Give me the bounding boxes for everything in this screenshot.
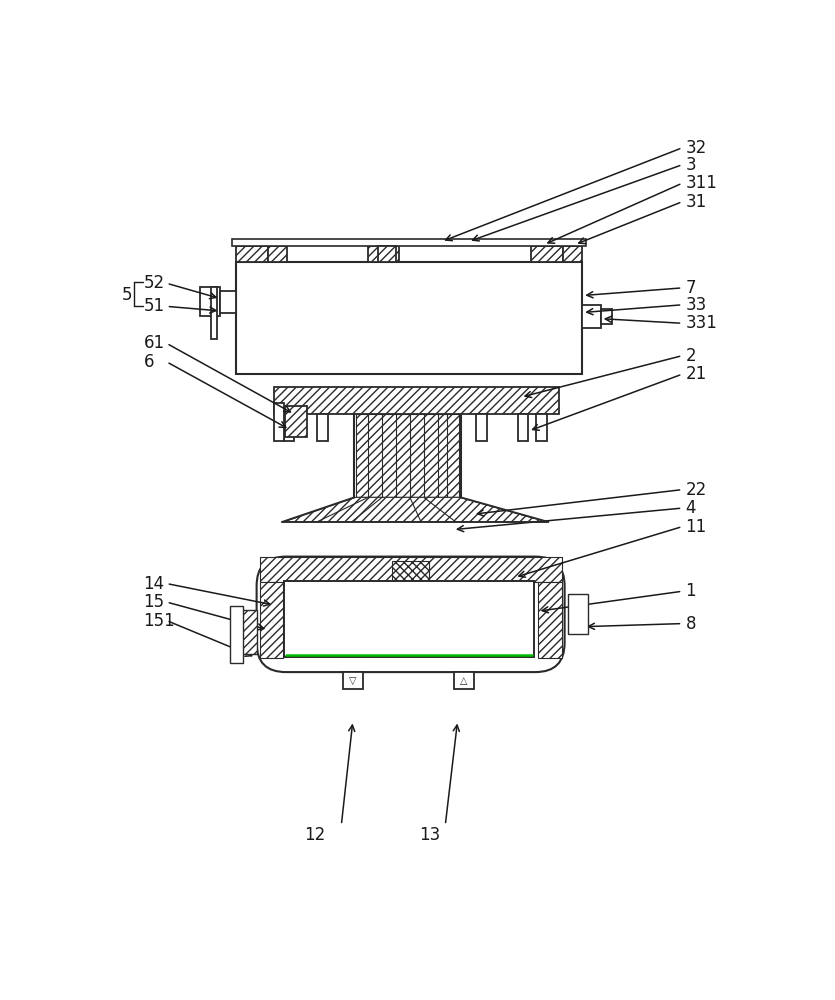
Bar [392, 561, 429, 584]
Bar [568, 594, 588, 634]
Text: 51: 51 [144, 297, 164, 315]
Bar [232, 239, 586, 246]
Text: 6: 6 [144, 353, 154, 371]
Text: 61: 61 [144, 334, 164, 352]
Bar [284, 414, 295, 441]
Text: 151: 151 [144, 611, 175, 630]
Bar [275, 403, 284, 441]
Bar [539, 582, 561, 658]
Bar [563, 246, 582, 262]
Text: 5: 5 [122, 286, 133, 304]
Bar [368, 246, 399, 262]
Bar [536, 414, 547, 441]
Bar [241, 610, 256, 654]
Text: 8: 8 [686, 615, 696, 633]
Bar [518, 414, 529, 441]
Text: 11: 11 [686, 518, 706, 536]
Bar [275, 387, 559, 414]
Bar [235, 262, 582, 374]
Text: 2: 2 [686, 347, 696, 365]
Bar [211, 287, 217, 339]
Text: 15: 15 [144, 593, 164, 611]
Text: 4: 4 [686, 499, 696, 517]
Text: 52: 52 [144, 274, 164, 292]
Text: 33: 33 [686, 296, 706, 314]
Text: △: △ [460, 676, 468, 686]
Bar [268, 246, 286, 262]
Text: 331: 331 [686, 314, 717, 332]
Text: ▽: ▽ [349, 676, 357, 686]
Text: 12: 12 [304, 826, 325, 844]
Bar [377, 246, 396, 262]
Text: 13: 13 [419, 826, 441, 844]
Bar [235, 246, 268, 262]
Bar [285, 406, 306, 437]
Bar [285, 581, 534, 657]
Text: 14: 14 [144, 575, 164, 593]
Bar [200, 287, 220, 316]
Bar [356, 414, 459, 497]
Bar [476, 414, 487, 441]
Text: 32: 32 [686, 139, 706, 157]
Bar [260, 557, 561, 582]
Text: 21: 21 [686, 365, 706, 383]
Text: 311: 311 [686, 174, 717, 192]
Polygon shape [284, 497, 547, 522]
Bar [531, 246, 563, 262]
Bar [453, 672, 473, 689]
Text: 1: 1 [686, 582, 696, 600]
FancyBboxPatch shape [256, 557, 564, 672]
Bar [317, 414, 328, 441]
Text: 31: 31 [686, 193, 706, 211]
Bar [343, 672, 363, 689]
Bar [260, 582, 283, 658]
Bar [230, 606, 243, 663]
Bar [582, 305, 601, 328]
Bar [601, 309, 611, 324]
Text: 22: 22 [686, 481, 706, 499]
Text: 3: 3 [686, 156, 696, 174]
Bar [220, 291, 235, 312]
Text: 7: 7 [686, 279, 696, 297]
